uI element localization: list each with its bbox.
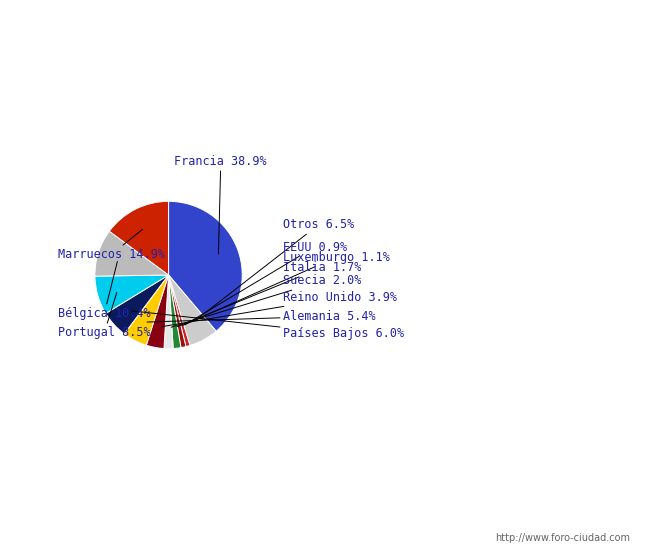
Wedge shape <box>95 231 168 276</box>
Text: Alemania 5.4%: Alemania 5.4% <box>147 310 376 323</box>
Text: Bélgica 10.4%: Bélgica 10.4% <box>58 261 151 320</box>
Text: Otros 6.5%: Otros 6.5% <box>196 218 354 320</box>
Wedge shape <box>168 275 186 348</box>
Text: Guillena - Turistas extranjeros según país - Agosto de 2024: Guillena - Turistas extranjeros según pa… <box>80 15 570 31</box>
Wedge shape <box>146 275 168 349</box>
Text: Suecia 2.0%: Suecia 2.0% <box>171 274 361 327</box>
Text: Francia 38.9%: Francia 38.9% <box>174 155 267 254</box>
Text: EEUU 0.9%: EEUU 0.9% <box>185 240 347 324</box>
Wedge shape <box>164 275 173 349</box>
Wedge shape <box>109 201 168 275</box>
Text: Marruecos 14.9%: Marruecos 14.9% <box>58 229 165 261</box>
Text: Luxemburgo 1.1%: Luxemburgo 1.1% <box>182 251 389 326</box>
Wedge shape <box>168 201 242 331</box>
Wedge shape <box>168 275 216 345</box>
Text: http://www.foro-ciudad.com: http://www.foro-ciudad.com <box>495 534 630 543</box>
Text: Italia 1.7%: Italia 1.7% <box>177 261 361 327</box>
Text: Países Bajos 6.0%: Países Bajos 6.0% <box>132 311 404 340</box>
Wedge shape <box>124 275 168 345</box>
Text: Portugal 8.5%: Portugal 8.5% <box>58 293 151 339</box>
Wedge shape <box>106 275 168 334</box>
Text: Reino Unido 3.9%: Reino Unido 3.9% <box>162 290 396 327</box>
Wedge shape <box>168 275 190 346</box>
Wedge shape <box>168 275 181 349</box>
Wedge shape <box>95 275 168 314</box>
